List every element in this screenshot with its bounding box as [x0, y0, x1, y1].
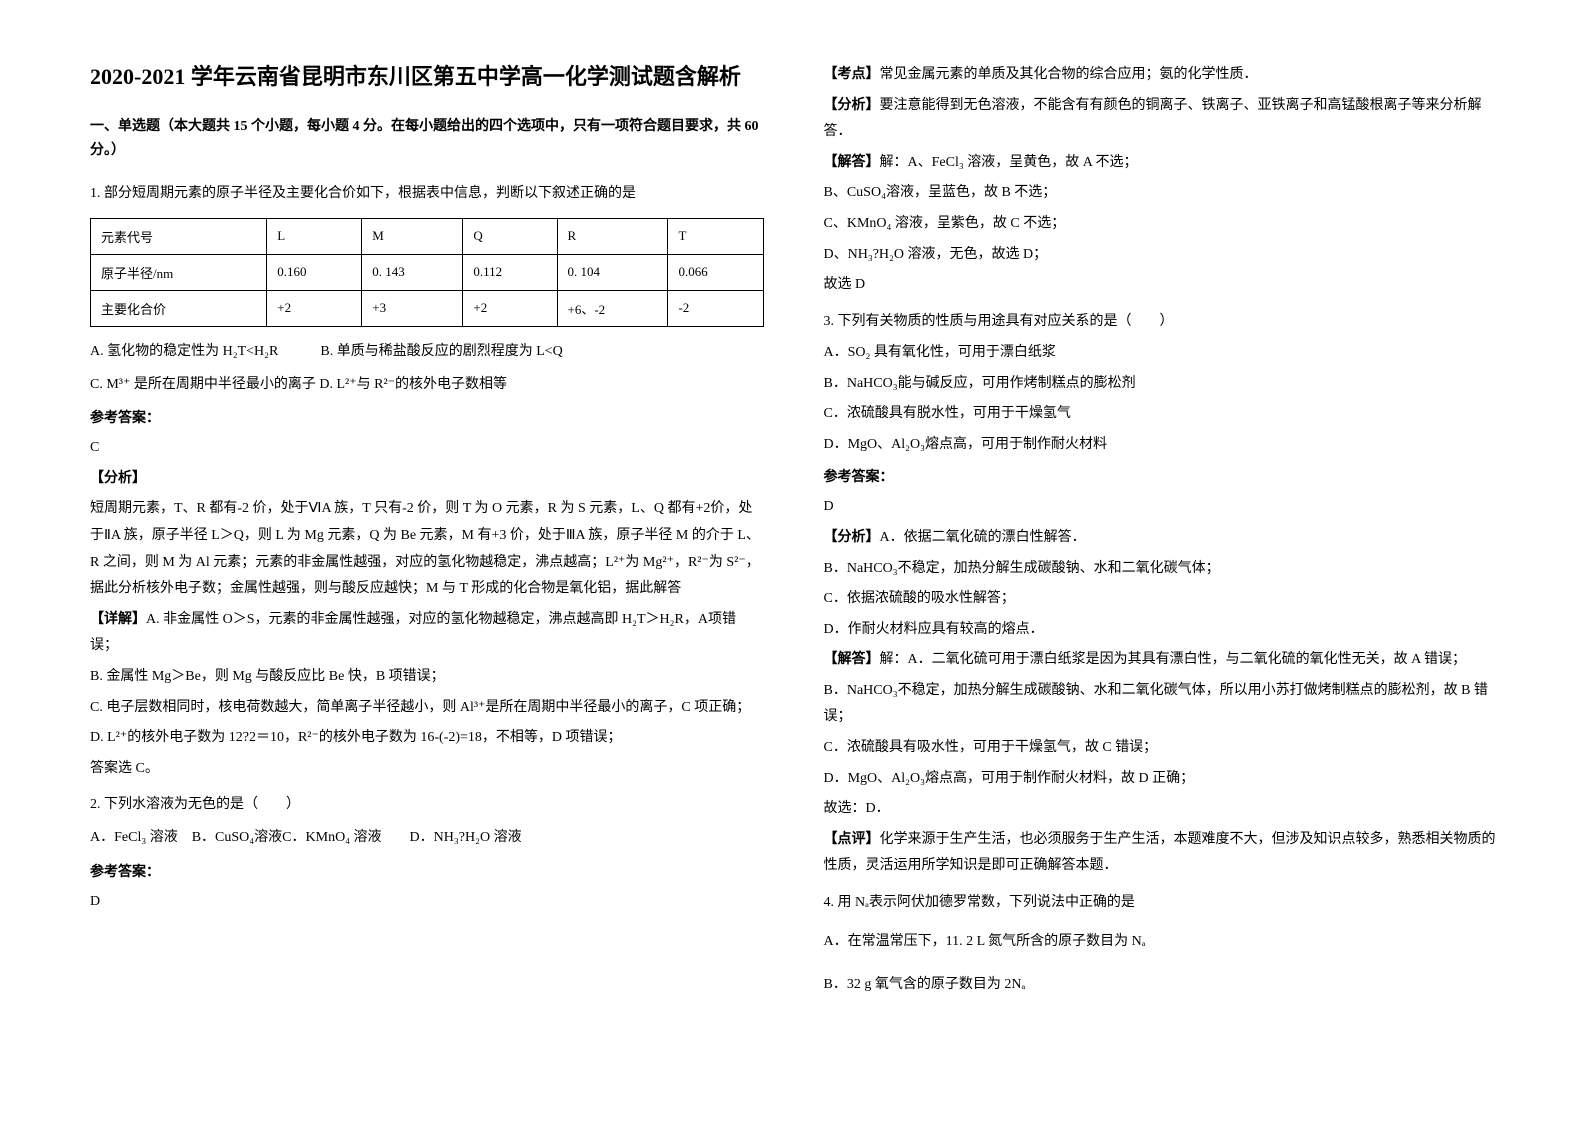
answer-label: 参考答案： — [90, 407, 764, 427]
table-cell: R — [557, 218, 668, 254]
dianping-label: 【点评】 — [824, 832, 880, 847]
q1-answer: C — [90, 435, 764, 462]
q3-jd-a-text: 解：A．二氧化硫可用于漂白纸浆是因为其具有漂白性，与二氧化硫的氧化性无关，故 A… — [880, 652, 1466, 667]
kaodian: 【考点】常见金属元素的单质及其化合物的综合应用；氨的化学性质． — [824, 62, 1498, 89]
table-cell: 0.112 — [463, 254, 557, 290]
table-cell: 元素代号 — [91, 218, 267, 254]
table-cell: +3 — [362, 290, 463, 326]
dianping: 【点评】化学来源于生产生活，也必须服务于生产生活，本题难度不大，但涉及知识点较多… — [824, 827, 1498, 880]
q3-jd-end: 故选：D． — [824, 796, 1498, 823]
q2-options: A．FeCl₃ 溶液 B．CuSO₄溶液C．KMnO₄ 溶液 D．NH₃?H₂O… — [90, 825, 764, 850]
jieda-label: 【解答】 — [824, 652, 880, 667]
q4-opt-b: B．32 g 氧气含的原子数目为 2Nₐ — [824, 972, 1498, 999]
q3-jd-b: B．NaHCO₃不稳定，加热分解生成碳酸钠、水和二氧化碳气体，所以用小苏打做烤制… — [824, 678, 1498, 731]
table-cell: L — [267, 218, 362, 254]
q3-an-d: D．作耐火材料应具有较高的熔点． — [824, 617, 1498, 644]
fenxi-text: 要注意能得到无色溶液，不能含有有颜色的铜离子、铁离子、亚铁离子和高锰酸根离子等来… — [824, 98, 1482, 140]
document-title: 2020-2021 学年云南省昆明市东川区第五中学高一化学测试题含解析 — [90, 60, 764, 93]
q3-stem: 3. 下列有关物质的性质与用途具有对应关系的是（ ） — [824, 309, 1498, 334]
dianping-text: 化学来源于生产生活，也必须服务于生产生活，本题难度不大，但涉及知识点较多，熟悉相… — [824, 832, 1496, 874]
table-row: 元素代号 L M Q R T — [91, 218, 764, 254]
q3-jd-c: C．浓硫酸具有吸水性，可用于干燥氢气，故 C 错误； — [824, 735, 1498, 762]
q3-opt-d: D．MgO、Al₂O₃熔点高，可用于制作耐火材料 — [824, 432, 1498, 459]
jieda-a: 【解答】解：A、FeCl₃ 溶液，呈黄色，故 A 不选； — [824, 150, 1498, 177]
answer-label: 参考答案： — [824, 466, 1498, 486]
table-cell: Q — [463, 218, 557, 254]
jieda-b: B、CuSO₄溶液，呈蓝色，故 B 不选； — [824, 180, 1498, 207]
table-cell: -2 — [668, 290, 763, 326]
q3-answer: D — [824, 494, 1498, 521]
fenxi-label: 【分析】 — [824, 530, 880, 545]
section-description: 一、单选题（本大题共 15 个小题，每小题 4 分。在每小题给出的四个选项中，只… — [90, 115, 764, 163]
q1-stem: 1. 部分短周期元素的原子半径及主要化合价如下，根据表中信息，判断以下叙述正确的… — [90, 181, 764, 206]
q3-opt-a: A．SO₂ 具有氧化性，可用于漂白纸浆 — [824, 340, 1498, 367]
q1-detail-a: 【详解】A. 非金属性 O＞S，元素的非金属性越强，对应的氢化物越稳定，沸点越高… — [90, 607, 764, 660]
q3-an-a-text: A．依据二氧化硫的漂白性解答． — [880, 530, 1086, 545]
jieda-text-a: 解：A、FeCl₃ 溶液，呈黄色，故 A 不选； — [880, 155, 1138, 170]
table-cell: 0. 143 — [362, 254, 463, 290]
element-table: 元素代号 L M Q R T 原子半径/nm 0.160 0. 143 0.11… — [90, 218, 764, 327]
q3-jd-a: 【解答】解：A．二氧化硫可用于漂白纸浆是因为其具有漂白性，与二氧化硫的氧化性无关… — [824, 647, 1498, 674]
table-cell: T — [668, 218, 763, 254]
q4-opt-a: A．在常温常压下，11. 2 L 氮气所含的原子数目为 Nₐ — [824, 929, 1498, 956]
q3-opt-c: C．浓硫酸具有脱水性，可用于干燥氢气 — [824, 401, 1498, 428]
q2-stem: 2. 下列水溶液为无色的是（ ） — [90, 792, 764, 817]
q1-option-ab: A. 氢化物的稳定性为 H₂T<H₂R B. 单质与稀盐酸反应的剧烈程度为 L<… — [90, 339, 764, 364]
kaodian-label: 【考点】 — [824, 67, 880, 82]
q3-opt-b: B．NaHCO₃能与碱反应，可用作烤制糕点的膨松剂 — [824, 371, 1498, 398]
table-cell: +2 — [463, 290, 557, 326]
q3-an-a: 【分析】A．依据二氧化硫的漂白性解答． — [824, 525, 1498, 552]
q3-an-c: C．依据浓硫酸的吸水性解答； — [824, 586, 1498, 613]
table-cell: 0.066 — [668, 254, 763, 290]
left-column: 2020-2021 学年云南省昆明市东川区第五中学高一化学测试题含解析 一、单选… — [90, 60, 764, 1062]
q1-detail-d: D. L²⁺的核外电子数为 12?2＝10，R²⁻的核外电子数为 16-(-2)… — [90, 725, 764, 752]
q4-stem: 4. 用 Nₐ表示阿伏加德罗常数，下列说法中正确的是 — [824, 890, 1498, 915]
table-row: 主要化合价 +2 +3 +2 +6、-2 -2 — [91, 290, 764, 326]
q1-final: 答案选 C。 — [90, 756, 764, 783]
right-column: 【考点】常见金属元素的单质及其化合物的综合应用；氨的化学性质． 【分析】要注意能… — [824, 60, 1498, 1062]
table-cell: +2 — [267, 290, 362, 326]
jieda-label: 【解答】 — [824, 155, 880, 170]
detail-label: 【详解】 — [90, 612, 146, 627]
q1-option-cd: C. M³⁺ 是所在周期中半径最小的离子 D. L²⁺与 R²⁻的核外电子数相等 — [90, 372, 764, 397]
table-cell: 主要化合价 — [91, 290, 267, 326]
jieda-end: 故选 D — [824, 272, 1498, 299]
q3-an-b: B．NaHCO₃不稳定，加热分解生成碳酸钠、水和二氧化碳气体； — [824, 556, 1498, 583]
q1-detail-c: C. 电子层数相同时，核电荷数越大，简单离子半径越小，则 Al³⁺是所在周期中半… — [90, 695, 764, 722]
q1-analysis: 短周期元素，T、R 都有-2 价，处于ⅥA 族，T 只有-2 价，则 T 为 O… — [90, 496, 764, 602]
fenxi: 【分析】要注意能得到无色溶液，不能含有有颜色的铜离子、铁离子、亚铁离子和高锰酸根… — [824, 93, 1498, 146]
q1-detail-b: B. 金属性 Mg＞Be，则 Mg 与酸反应比 Be 快，B 项错误； — [90, 664, 764, 691]
table-cell: 原子半径/nm — [91, 254, 267, 290]
answer-label: 参考答案： — [90, 861, 764, 881]
table-cell: 0.160 — [267, 254, 362, 290]
jieda-c: C、KMnO₄ 溶液，呈紫色，故 C 不选； — [824, 211, 1498, 238]
q2-answer: D — [90, 889, 764, 916]
kaodian-text: 常见金属元素的单质及其化合物的综合应用；氨的化学性质． — [880, 67, 1258, 82]
jieda-d: D、NH₃?H₂O 溶液，无色，故选 D； — [824, 242, 1498, 269]
detail-text-a: A. 非金属性 O＞S，元素的非金属性越强，对应的氢化物越稳定，沸点越高即 H₂… — [90, 612, 736, 654]
analysis-label: 【分析】 — [90, 466, 764, 493]
table-row: 原子半径/nm 0.160 0. 143 0.112 0. 104 0.066 — [91, 254, 764, 290]
table-cell: 0. 104 — [557, 254, 668, 290]
q3-jd-d: D．MgO、Al₂O₃熔点高，可用于制作耐火材料，故 D 正确； — [824, 766, 1498, 793]
table-cell: +6、-2 — [557, 290, 668, 326]
table-cell: M — [362, 218, 463, 254]
fenxi-label: 【分析】 — [824, 98, 880, 113]
